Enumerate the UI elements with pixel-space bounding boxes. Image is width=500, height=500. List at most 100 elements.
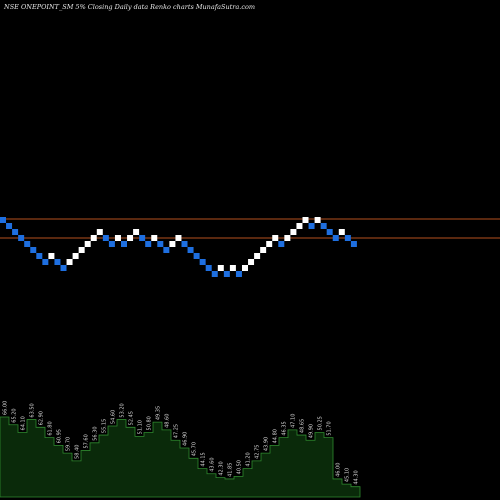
volume-label: 42.75 [255,445,261,459]
volume-label: 46.90 [183,432,189,446]
renko-brick-down [60,265,67,271]
volume-label: 48.60 [165,414,171,428]
renko-brick-down [54,259,61,265]
renko-brick-up [242,265,248,271]
renko-brick-up [314,217,321,223]
renko-brick-down [18,235,25,241]
volume-label: 50.25 [318,416,324,430]
renko-brick-up [169,241,176,247]
volume-label: 63.50 [30,403,36,417]
renko-brick-down [332,235,339,241]
volume-label: 57.60 [84,434,90,448]
renko-brick-up [96,229,103,235]
volume-label: 43.90 [264,437,270,451]
renko-brick-up [133,229,140,235]
volume-label: 47.10 [291,414,297,428]
volume-label: 45.70 [192,442,198,456]
volume-label: 59.70 [66,437,72,451]
volume-label: 44.80 [273,429,279,443]
volume-label: 64.10 [21,416,27,430]
renko-brick-down [181,241,188,247]
renko-brick-down [163,247,170,253]
volume-label: 47.25 [174,424,180,438]
renko-brick-up [78,247,85,253]
renko-brick-down [320,223,327,229]
chart-title: NSE ONEPOINT_SM 5% Closing Daily data Re… [4,3,256,11]
renko-brick-down [24,241,31,247]
renko-brick-down [30,247,37,253]
renko-brick-up [48,253,55,259]
renko-brick-up [302,217,309,223]
volume-label: 41.85 [228,463,234,477]
renko-brick-down [235,271,242,277]
volume-label: 42.30 [219,461,225,475]
volume-label: 44.15 [201,452,207,466]
renko-bricks [0,217,357,277]
volume-label: 55.15 [102,419,108,433]
reference-lines [0,218,500,239]
renko-brick-down [6,223,13,229]
volume-label: 60.95 [57,429,63,443]
volume-label: 45.10 [345,468,351,482]
renko-brick-down [12,229,19,235]
renko-brick-up [260,247,267,253]
renko-brick-down [344,235,351,241]
renko-brick-up [175,235,182,241]
volume-label: 41.20 [246,452,252,466]
volume-label: 52.45 [129,411,135,425]
renko-brick-down [199,259,206,265]
renko-brick-down [102,235,109,241]
renko-brick-up [248,259,255,265]
volume-label: 49.35 [156,406,162,420]
renko-brick-down [139,235,146,241]
renko-brick-down [36,253,43,259]
renko-brick-down [350,241,357,247]
renko-brick-up [266,241,273,247]
renko-brick-up [127,235,134,241]
renko-brick-up [229,265,236,271]
renko-brick-up [90,235,97,241]
renko-brick-up [338,229,345,235]
renko-brick-down [205,265,212,271]
volume-label: 51.10 [138,420,144,434]
volume-label: 40.50 [237,460,243,474]
renko-brick-down [308,223,315,229]
volume-label: 49.90 [309,424,315,438]
renko-brick-down [0,217,6,223]
renko-brick-down [121,241,127,247]
renko-brick-down [223,271,230,277]
volume-label: 51.70 [327,421,333,435]
renko-brick-down [157,241,164,247]
renko-brick-down [211,271,218,277]
renko-brick-down [193,253,200,259]
volume-label: 50.80 [147,416,153,430]
volume-label: 56.30 [93,426,99,440]
renko-brick-up [290,229,297,235]
volume-area [0,416,361,498]
volume-label: 66.00 [3,401,9,415]
renko-brick-up [254,253,261,259]
renko-brick-up [296,223,303,229]
volume-label: 54.60 [111,410,117,424]
renko-brick-up [84,241,91,247]
renko-brick-down [187,247,194,253]
volume-label: 61.80 [48,421,54,435]
renko-brick-down [278,241,285,247]
volume-label: 65.20 [12,408,18,422]
volume-label: 58.40 [75,445,81,459]
renko-brick-up [72,253,79,259]
volume-panel: 66.0065.2064.1063.5062.9061.8060.9559.70… [0,401,361,498]
volume-label: 62.90 [39,411,45,425]
renko-brick-up [66,259,73,265]
renko-brick-down [326,229,333,235]
renko-brick-up [114,235,121,241]
volume-label: 43.60 [210,457,216,471]
renko-brick-down [42,259,49,265]
renko-brick-up [272,235,279,241]
renko-brick-up [284,235,291,241]
renko-brick-down [108,241,115,247]
volume-label: 46.35 [282,421,288,435]
renko-brick-down [145,241,152,247]
volume-label: 48.65 [300,419,306,433]
